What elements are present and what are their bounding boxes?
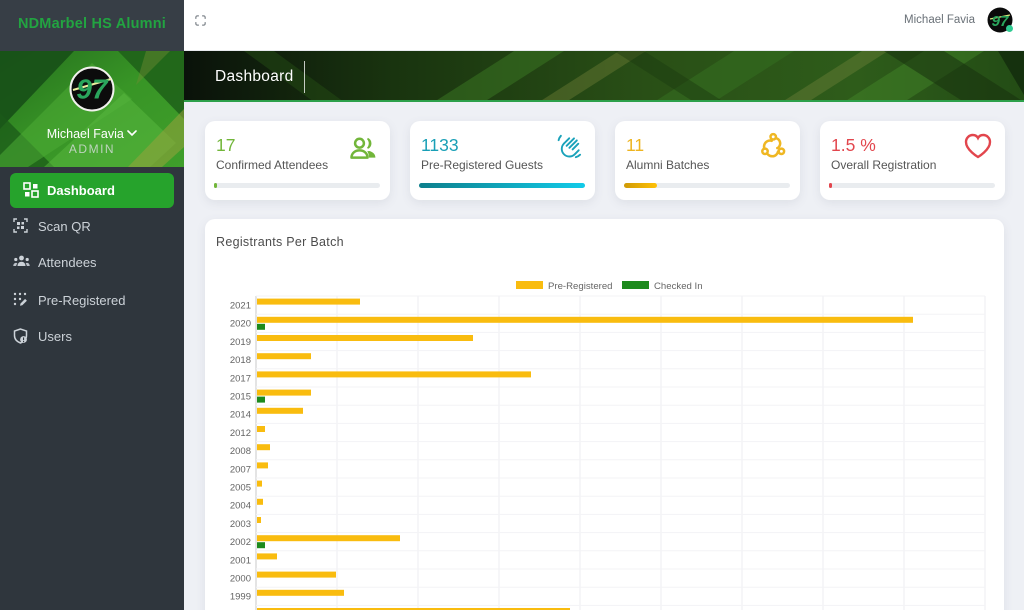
svg-text:2019: 2019 [230,337,251,348]
svg-text:2000: 2000 [230,574,251,585]
svg-text:2007: 2007 [230,464,251,475]
svg-text:2004: 2004 [230,501,251,512]
svg-text:2017: 2017 [230,373,251,384]
svg-text:2020: 2020 [230,319,251,330]
svg-text:2003: 2003 [230,519,251,530]
svg-text:Pre-Registered: Pre-Registered [548,281,613,292]
svg-text:97: 97 [76,74,109,105]
svg-text:97: 97 [992,13,1009,30]
svg-text:2021: 2021 [230,301,251,312]
svg-text:Registrants Per Batch: Registrants Per Batch [216,235,344,249]
svg-text:2001: 2001 [230,555,251,566]
svg-text:2008: 2008 [230,446,251,457]
svg-text:2005: 2005 [230,483,251,494]
svg-text:2002: 2002 [230,537,251,548]
svg-text:2014: 2014 [230,410,251,421]
svg-text:2012: 2012 [230,428,251,439]
svg-text:2015: 2015 [230,392,251,403]
svg-text:1999: 1999 [230,592,251,603]
svg-text:Checked In: Checked In [654,281,703,292]
svg-text:2018: 2018 [230,355,251,366]
